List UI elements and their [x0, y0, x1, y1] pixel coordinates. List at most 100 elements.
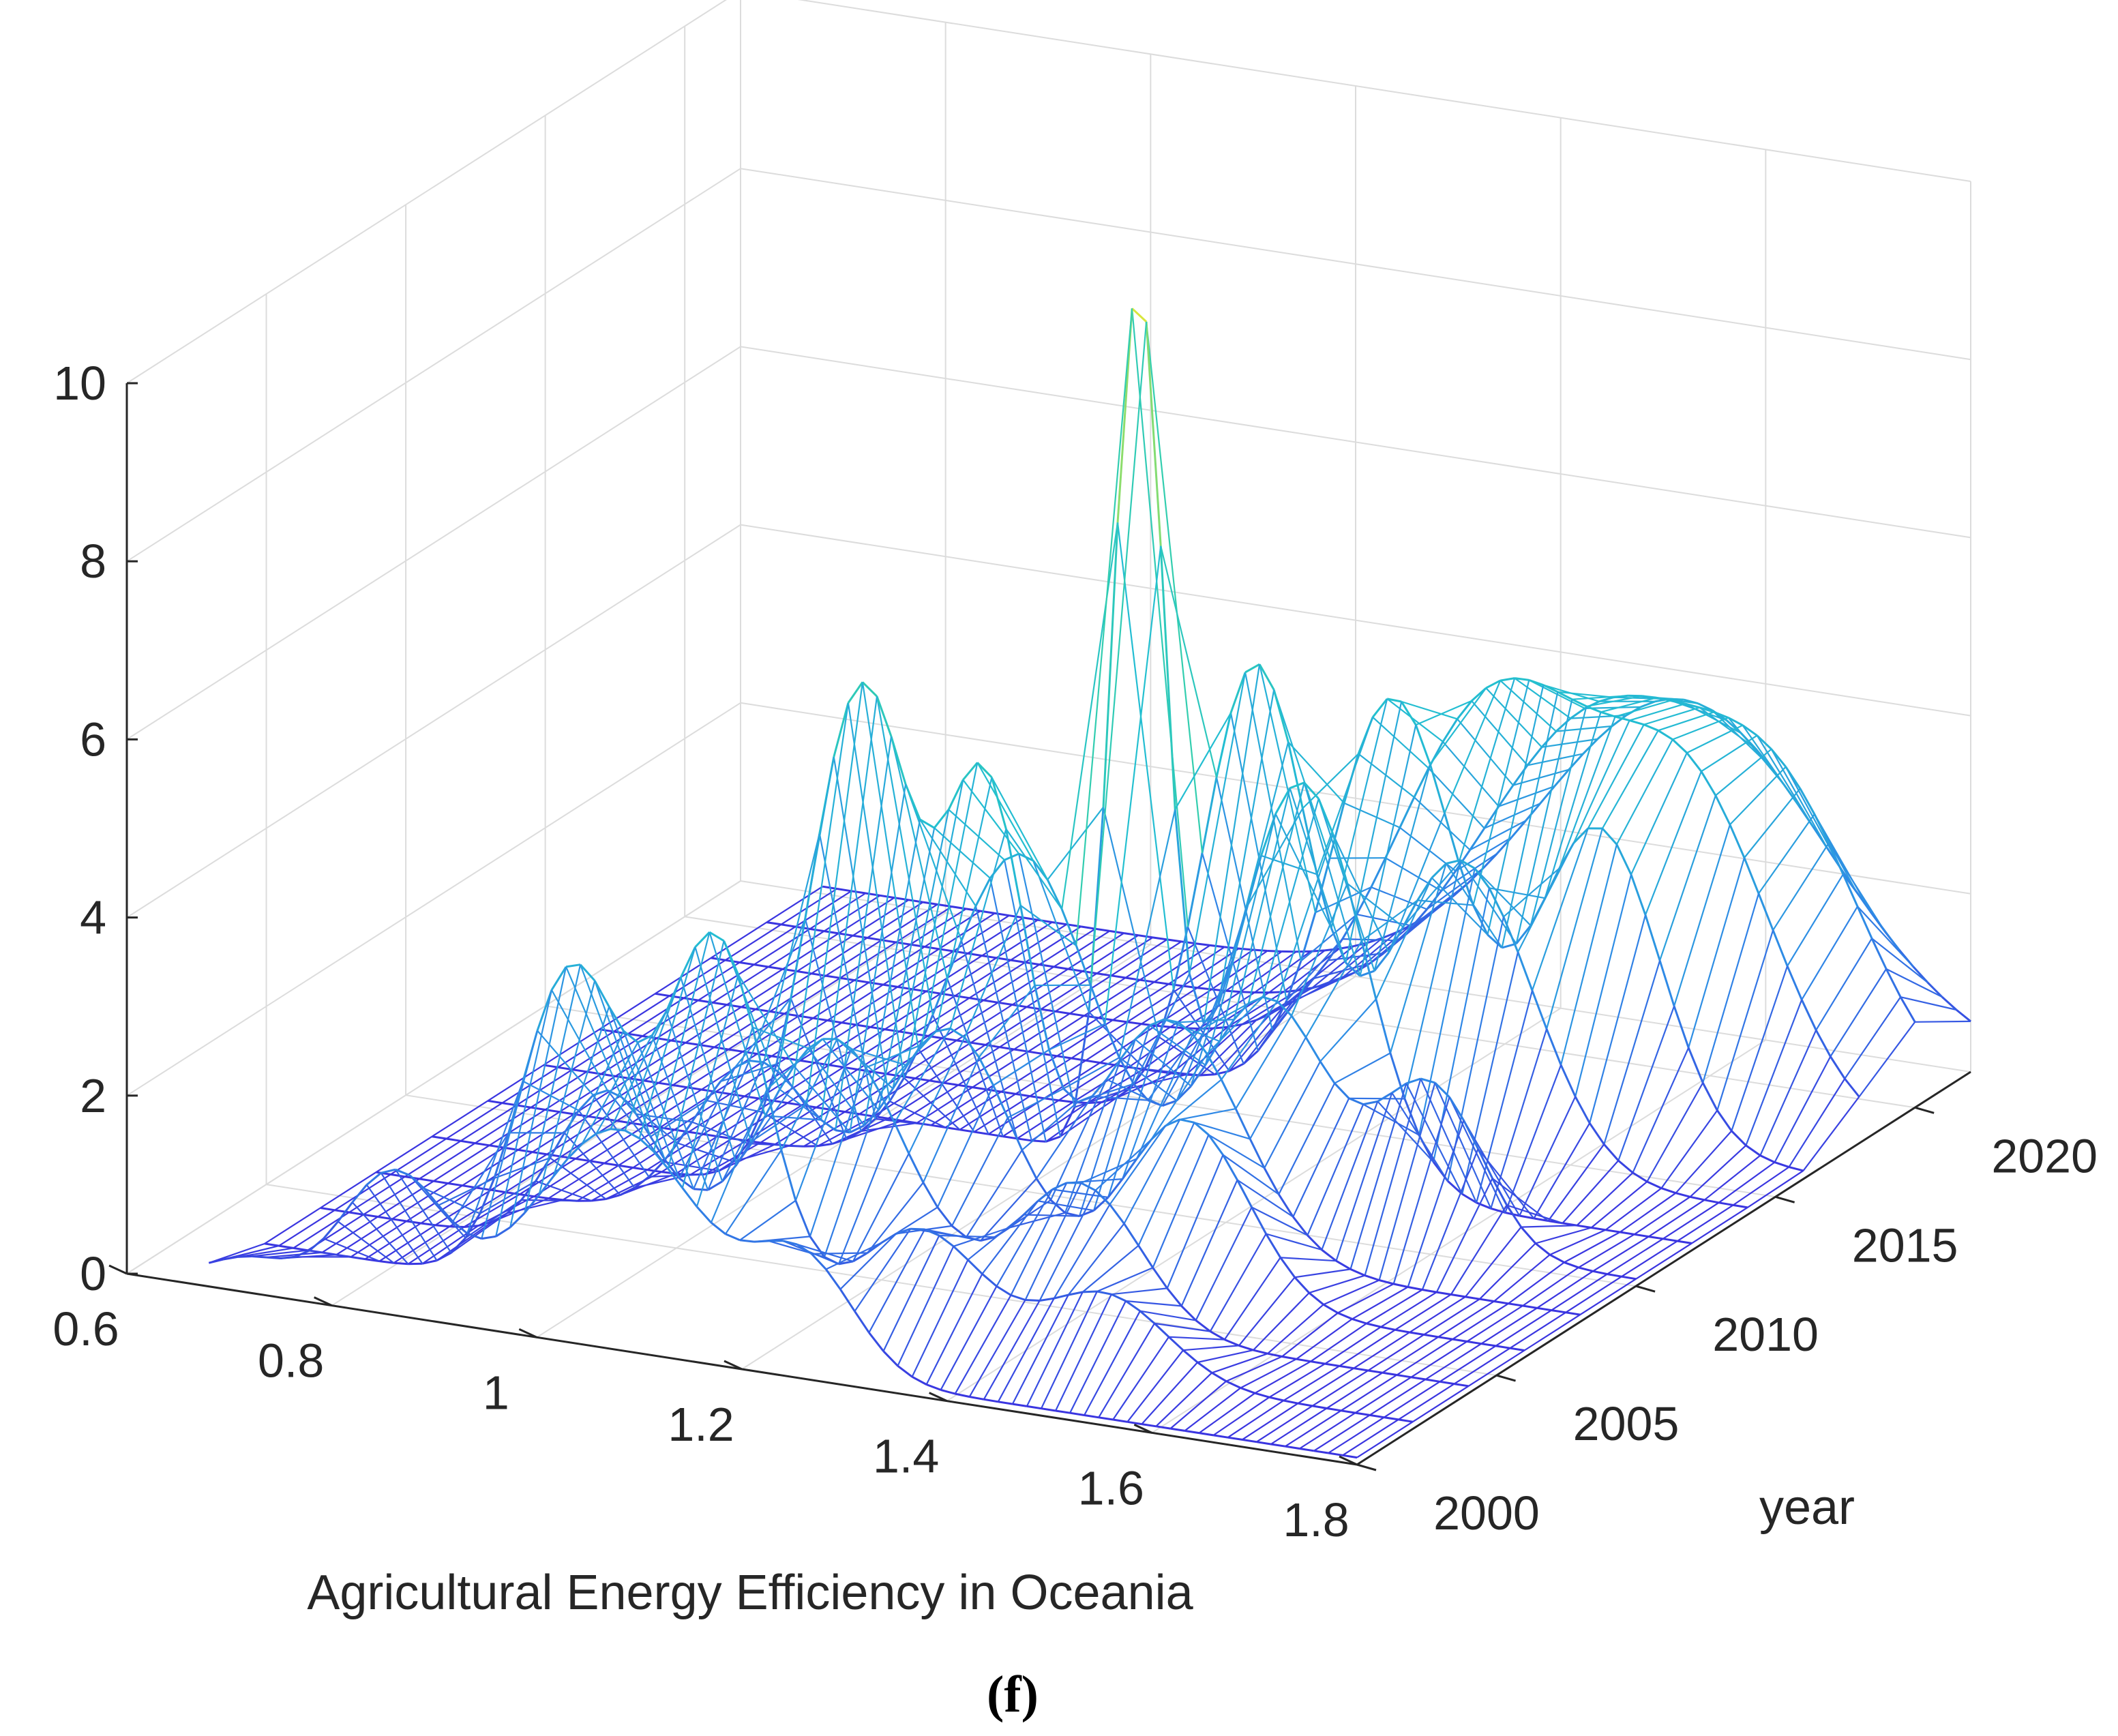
mesh-profile-2016: [1229, 1062, 1244, 1073]
mesh-profile-2014: [1718, 1201, 1733, 1206]
mesh-line: [1302, 753, 1359, 809]
mesh-profile-2002: [637, 1034, 653, 1044]
mesh-line: [1026, 1291, 1084, 1407]
mesh-line: [1367, 1334, 1425, 1371]
mesh-line: [466, 1081, 524, 1234]
grid-line: [405, 1094, 1637, 1287]
mesh-profile-2018: [754, 963, 769, 968]
mesh-profile-2010: [1348, 1097, 1364, 1105]
mesh-line: [1316, 717, 1374, 875]
mesh-line: [1000, 1055, 1058, 1093]
mesh-profile-2016: [726, 1004, 742, 1008]
mesh-line: [713, 1011, 771, 1048]
mesh-line: [752, 1026, 809, 1049]
mesh-profile-2018: [1600, 710, 1616, 718]
mesh-profile-2000: [208, 1258, 224, 1264]
mesh-profile-2020: [1671, 699, 1686, 705]
mesh-line: [1084, 1311, 1141, 1416]
mesh-profile-2016: [1515, 925, 1532, 945]
mesh-profile-2020: [1785, 766, 1802, 790]
x-tick: [314, 1296, 333, 1307]
mesh-line: [1448, 1096, 1506, 1213]
mesh-line: [1217, 689, 1275, 1006]
mesh-line: [1435, 1178, 1493, 1293]
mesh-profile-2004: [1267, 1352, 1283, 1358]
mesh-line: [938, 912, 996, 950]
mesh-profile-2002: [550, 966, 567, 991]
mesh-profile-2012: [1375, 999, 1392, 1053]
mesh-profile-2008: [1292, 1216, 1309, 1236]
mesh-line: [637, 1042, 695, 1190]
mesh-profile-2020: [1799, 788, 1816, 815]
mesh-profile-2016: [1242, 1049, 1259, 1065]
mesh-profile-2018: [1714, 794, 1731, 826]
mesh-profile-2006: [892, 1064, 908, 1090]
mesh-line: [755, 972, 812, 1011]
mesh-line: [836, 1038, 894, 1090]
mesh-line: [931, 1015, 989, 1135]
mesh-line: [1718, 1161, 1776, 1203]
mesh-profile-2004: [1037, 1188, 1054, 1202]
mesh-line: [1523, 1314, 1581, 1351]
mesh-line: [631, 1086, 688, 1124]
mesh-line: [747, 1142, 804, 1148]
mesh-profile-2020: [1225, 989, 1241, 993]
mesh-line: [592, 1094, 650, 1178]
mesh-line: [807, 1047, 865, 1126]
mesh-profile-2000: [323, 1221, 339, 1240]
mesh-line: [980, 1178, 1037, 1242]
mesh-profile-2010: [1592, 1270, 1608, 1276]
mesh-profile-2008: [990, 777, 1007, 830]
grid-line: [797, 0, 1971, 182]
mesh-line: [1268, 1363, 1326, 1398]
mesh-profile-2022: [1210, 944, 1225, 948]
mesh-profile-2018: [1671, 738, 1688, 754]
mesh-profile-2004: [1051, 1182, 1067, 1191]
mesh-line: [1274, 813, 1332, 929]
mesh-profile-2002: [780, 1150, 797, 1201]
mesh-profile-2002: [436, 1251, 452, 1261]
mesh-profile-2006: [1193, 1122, 1210, 1136]
mesh-profile-2000: [1012, 1403, 1028, 1407]
mesh-profile-2020: [1770, 748, 1787, 768]
mesh-line: [1328, 1416, 1385, 1454]
mesh-profile-2014: [1044, 1097, 1059, 1102]
x-tick: [929, 1392, 948, 1403]
mesh-line: [1039, 928, 1096, 966]
mesh-line: [1323, 1279, 1380, 1306]
mesh-profile-2000: [452, 1221, 468, 1235]
mesh-profile-2018: [1413, 767, 1430, 798]
mesh-profile-2000: [1299, 1448, 1315, 1452]
mesh-line: [1747, 1169, 1804, 1208]
mesh-profile-2000: [1328, 1452, 1343, 1456]
mesh-profile-2018: [825, 974, 841, 979]
mesh-profile-2006: [1437, 1336, 1453, 1341]
mesh-profile-2016: [755, 1008, 771, 1013]
mesh-profile-2002: [1025, 1299, 1040, 1302]
mesh-line: [1219, 813, 1277, 1042]
x-tick-label: 1.4: [873, 1430, 939, 1483]
mesh-line: [978, 985, 1036, 1058]
mesh-line: [1465, 1226, 1522, 1298]
mesh-profile-2016: [856, 1023, 871, 1028]
mesh-profile-2006: [1352, 1317, 1367, 1325]
mesh-profile-2018: [1615, 715, 1630, 722]
mesh-line: [1136, 1034, 1194, 1159]
mesh-profile-2000: [998, 1401, 1013, 1405]
mesh-line: [943, 1046, 1000, 1084]
mesh-line: [1165, 1079, 1222, 1126]
mesh-profile-2010: [1534, 1242, 1551, 1256]
mesh-profile-2010: [531, 1106, 546, 1111]
mesh-profile-2016: [683, 997, 699, 1002]
mesh-profile-2012: [1274, 788, 1291, 815]
mesh-profile-2008: [1019, 905, 1036, 986]
mesh-line: [1458, 678, 1516, 863]
mesh-line: [446, 1102, 503, 1139]
mesh-profile-2010: [1162, 1099, 1178, 1107]
mesh-line: [516, 1068, 573, 1106]
mesh-line: [1541, 738, 1598, 748]
mesh-line: [1560, 844, 1617, 1066]
mesh-line: [603, 1126, 661, 1164]
mesh-line: [1266, 1233, 1322, 1251]
mesh-line: [323, 1238, 380, 1262]
